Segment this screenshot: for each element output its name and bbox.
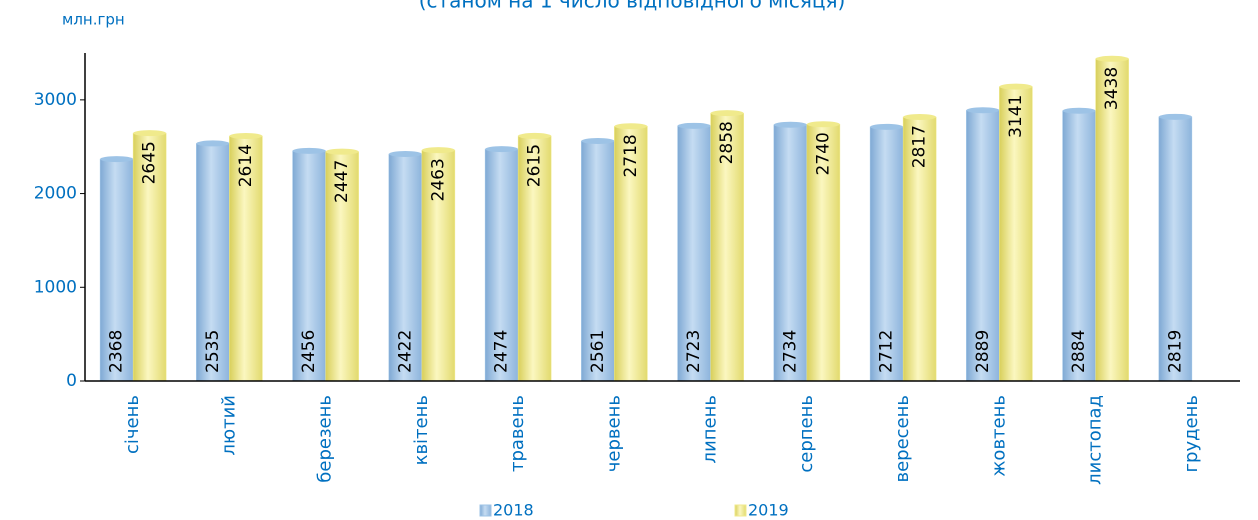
x-tick-label: травень — [507, 395, 528, 472]
value-label: 2456 — [299, 330, 319, 373]
value-label: 2884 — [1069, 330, 1089, 373]
value-label: 2447 — [332, 160, 352, 203]
value-label: 2723 — [684, 330, 704, 373]
bar-top — [773, 121, 807, 128]
value-label: 2889 — [973, 330, 993, 373]
bar-top — [421, 147, 455, 154]
y-tick-label: 3000 — [34, 90, 77, 110]
bar — [614, 126, 648, 382]
bar-top — [100, 156, 134, 163]
bar-top — [999, 83, 1033, 90]
bar-top — [966, 107, 1000, 114]
bar — [1095, 58, 1129, 382]
legend-label: 2018 — [493, 501, 534, 520]
y-tick-label: 2000 — [34, 184, 77, 204]
bar — [196, 143, 230, 382]
bar-top — [388, 151, 422, 158]
bar-top — [806, 121, 840, 128]
x-tick-label: липень — [700, 395, 721, 463]
bar — [484, 148, 519, 382]
value-label: 2734 — [780, 330, 800, 373]
bar-top — [485, 146, 519, 153]
bar-top — [903, 114, 937, 121]
bar — [966, 110, 1000, 382]
bar-top — [133, 130, 167, 137]
bar — [292, 150, 326, 382]
bar — [325, 151, 359, 382]
value-label: 2614 — [236, 144, 256, 187]
legend-swatch — [734, 504, 747, 517]
bar-top — [325, 148, 359, 155]
legend-label: 2019 — [748, 501, 789, 520]
value-label: 3141 — [1006, 95, 1026, 138]
value-label: 2817 — [910, 125, 930, 168]
value-label: 3438 — [1102, 67, 1122, 110]
x-tick-label: червень — [603, 395, 624, 472]
value-label: 2422 — [395, 330, 415, 373]
bar — [229, 135, 263, 382]
bar-top — [196, 140, 230, 147]
value-label: 2615 — [525, 144, 545, 187]
y-axis-label: млн.грн — [62, 11, 125, 29]
x-tick-label: березень — [315, 395, 336, 483]
y-tick-label: 1000 — [34, 277, 77, 297]
bar — [806, 123, 841, 382]
value-label: 2561 — [588, 330, 608, 373]
legend-swatch — [479, 504, 492, 517]
value-label: 2718 — [621, 134, 641, 177]
bar-top — [614, 123, 648, 130]
x-tick-label: листопад — [1085, 395, 1106, 485]
bar-top — [710, 110, 744, 117]
bar — [581, 140, 615, 382]
bar-top — [581, 137, 615, 144]
x-tick-label: лютий — [218, 395, 239, 456]
bar — [710, 112, 744, 382]
bar — [99, 158, 134, 382]
bar-top — [1095, 55, 1129, 62]
bar — [388, 153, 423, 382]
x-tick-label: грудень — [1181, 395, 1202, 472]
bar — [999, 86, 1033, 382]
bar-top — [518, 132, 552, 139]
value-label: 2858 — [717, 121, 737, 164]
bar-top — [677, 122, 711, 129]
value-label: 2535 — [203, 330, 223, 373]
bar — [902, 116, 937, 382]
value-label: 2712 — [877, 330, 897, 373]
x-tick-label: вересень — [892, 395, 913, 483]
value-label: 2368 — [107, 330, 127, 373]
value-label: 2474 — [492, 330, 512, 373]
x-tick-label: січень — [122, 395, 143, 454]
bar-top — [292, 147, 326, 154]
value-label: 2645 — [140, 141, 160, 184]
chart-subtitle: (станом на 1 число відповідного місяця) — [419, 0, 846, 13]
value-label: 2740 — [813, 132, 833, 175]
bar-top — [1158, 113, 1192, 120]
bar-top — [1062, 107, 1096, 114]
value-label: 2819 — [1165, 330, 1185, 373]
bar — [421, 149, 456, 382]
value-label: 2463 — [428, 158, 448, 201]
bar-top — [870, 123, 904, 130]
y-tick-label: 0 — [66, 371, 77, 391]
bar-top — [229, 133, 263, 140]
x-tick-label: серпень — [796, 395, 817, 473]
x-tick-label: жовтень — [988, 395, 1009, 477]
x-tick-label: квітень — [411, 395, 432, 465]
